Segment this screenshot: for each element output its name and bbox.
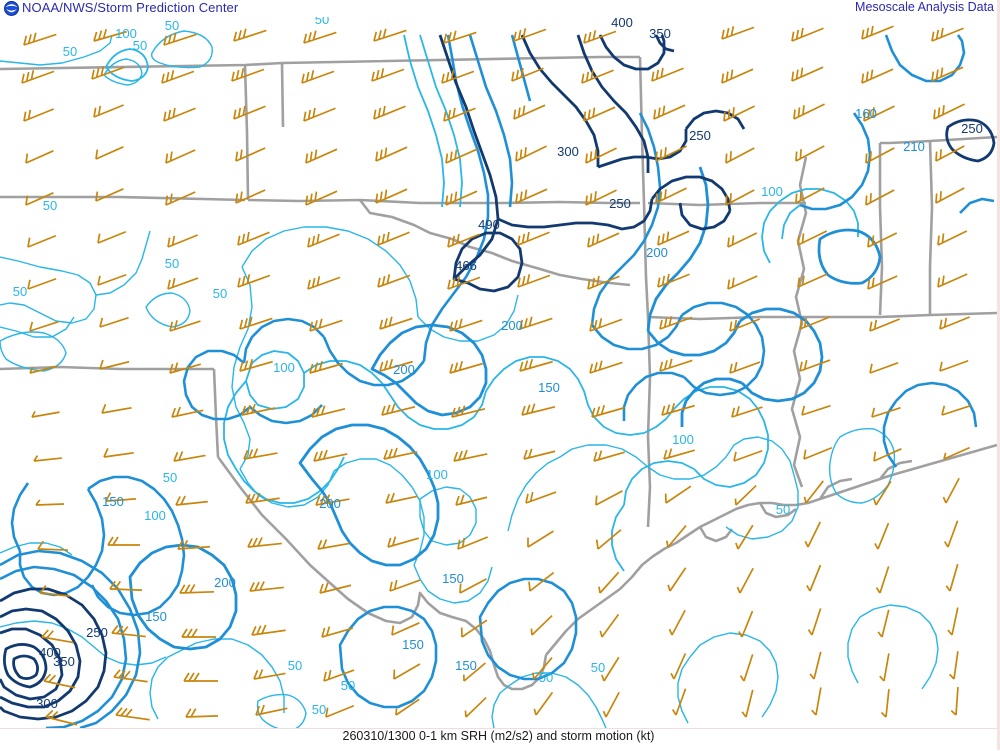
contour-label: 150	[402, 637, 424, 652]
contour-label: 466	[455, 258, 477, 273]
contour-label: 50	[163, 470, 177, 485]
map-caption: 260310/1300 0-1 km SRH (m2/s2) and storm…	[342, 729, 655, 743]
contour-label: 50	[43, 198, 57, 213]
contour-label: 250	[689, 128, 711, 143]
contour-label: 50	[288, 658, 302, 673]
contour-level-300	[520, 34, 746, 169]
contour-label: 300	[557, 144, 579, 159]
contour-label: 250	[86, 625, 108, 640]
contour-level-150	[10, 34, 978, 709]
page-header: NOAA/NWS/Storm Prediction Center Mesosca…	[0, 0, 1000, 17]
state-boundaries	[0, 55, 997, 691]
contour-label: 100	[761, 184, 783, 199]
contour-level-50	[0, 30, 939, 728]
contour-label: 50	[213, 286, 227, 301]
contour-label: 250	[609, 196, 631, 211]
map-canvas[interactable]: 50 100 50 50 50 400 350 250 160 250 300 210 50 250 100…	[0, 17, 997, 728]
contour-label: 200	[393, 362, 415, 377]
contour-label: 350	[53, 654, 75, 669]
contour-label: 490	[478, 217, 500, 232]
contour-label: 50	[341, 678, 355, 693]
contour-label: 160	[855, 106, 877, 121]
contour-label: 200	[214, 575, 236, 590]
contour-level-350-400-north	[598, 34, 675, 71]
contour-label: 50	[13, 284, 27, 299]
dataset-label: Mesoscale Analysis Data	[855, 0, 994, 14]
contour-label: 150	[145, 609, 167, 624]
contour-level-100	[105, 48, 859, 572]
contour-label: 50	[312, 702, 326, 717]
contour-label: 50	[165, 256, 179, 271]
page-title: NOAA/NWS/Storm Prediction Center	[22, 0, 239, 15]
contour-label: 100	[144, 508, 166, 523]
contour-label: 50	[539, 670, 553, 685]
contour-southwest-max	[0, 549, 142, 728]
contour-label: 150	[102, 494, 124, 509]
contour-label: 400	[611, 17, 633, 30]
contour-label: 100	[273, 360, 295, 375]
contour-label: 50	[133, 38, 147, 53]
contour-label: 350	[649, 26, 671, 41]
contour-label: 250	[961, 121, 983, 136]
contour-label: 150	[538, 380, 560, 395]
contour-label: 200	[501, 318, 523, 333]
contour-label: 150	[442, 571, 464, 586]
page-footer: 260310/1300 0-1 km SRH (m2/s2) and storm…	[0, 728, 997, 751]
contour-gradient-band	[403, 34, 532, 208]
contour-label: 50	[315, 17, 329, 27]
contour-label: 210	[903, 139, 925, 154]
contour-label: 50	[165, 18, 179, 33]
contour-label: 400	[39, 645, 61, 660]
contour-label: 300	[36, 696, 58, 711]
contour-level-200	[128, 166, 882, 651]
contour-label: 50	[591, 660, 605, 675]
noaa-logo-icon	[4, 1, 19, 16]
contour-east	[781, 34, 995, 240]
contour-label: 200	[319, 496, 341, 511]
contour-label: 100	[672, 432, 694, 447]
contour-label: 150	[455, 658, 477, 673]
contour-label: 50	[63, 44, 77, 59]
contour-label: 200	[646, 245, 668, 260]
contour-label: 100	[426, 467, 448, 482]
contour-label: 50	[776, 502, 790, 517]
contour-label: 100	[115, 26, 137, 41]
